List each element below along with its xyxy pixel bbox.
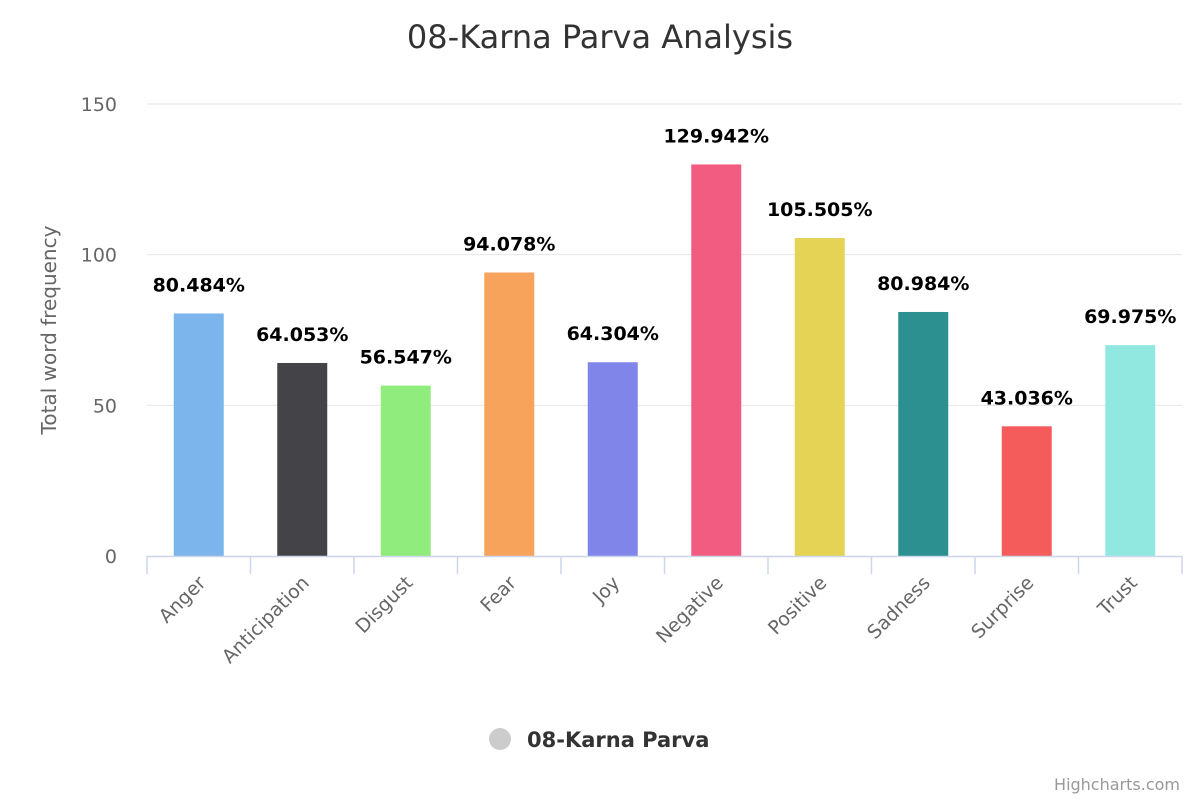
grid-lines [147, 103, 1182, 406]
bar-sadness[interactable] [898, 311, 949, 556]
bar-negative[interactable] [691, 164, 742, 556]
x-tick-label-trust: Trust [1093, 572, 1142, 621]
data-label-joy: 64.304% [567, 323, 659, 345]
data-label-trust: 69.975% [1084, 306, 1176, 328]
data-label-anticipation: 64.053% [256, 324, 348, 346]
x-tick-label-fear: Fear [476, 572, 521, 617]
data-label-sadness: 80.984% [877, 273, 969, 295]
x-tick-label-anger: Anger [155, 572, 211, 628]
bar-fear[interactable] [484, 272, 535, 556]
bar-anticipation[interactable] [277, 362, 328, 556]
data-label-surprise: 43.036% [981, 387, 1073, 409]
bar-trust[interactable] [1105, 345, 1156, 556]
bar-joy[interactable] [587, 362, 638, 556]
x-axis-ticks: Anger Anticipation Disgust Fear Joy Negative P… [155, 572, 1142, 668]
y-axis-ticks: 0 50 100 150 [81, 94, 117, 568]
x-tick-label-negative: Negative [652, 572, 728, 648]
data-label-disgust: 56.547% [360, 347, 452, 369]
legend-item-label[interactable]: 08-Karna Parva [527, 728, 709, 752]
data-label-anger: 80.484% [153, 274, 245, 296]
bar-disgust[interactable] [380, 385, 431, 556]
bar-surprise[interactable] [1001, 426, 1052, 556]
y-tick-label: 150 [81, 94, 117, 116]
y-tick-label: 0 [105, 546, 117, 568]
x-tick-label-anticipation: Anticipation [218, 572, 314, 668]
data-label-negative: 129.942% [663, 125, 769, 147]
credits-link[interactable]: Highcharts.com [1054, 775, 1180, 794]
bar-anger[interactable] [173, 313, 224, 556]
x-tick-label-sadness: Sadness [863, 572, 935, 644]
bars [173, 164, 1156, 557]
x-axis [146, 555, 1183, 574]
data-label-positive: 105.505% [767, 199, 873, 221]
data-label-fear: 94.078% [463, 234, 555, 256]
chart-title: 08-Karna Parva Analysis [407, 18, 793, 56]
legend-symbol[interactable] [489, 728, 511, 750]
x-tick-label-positive: Positive [764, 572, 831, 639]
y-tick-label: 100 [81, 245, 117, 267]
bar-positive[interactable] [794, 238, 845, 557]
y-axis-label: Total word frequency [37, 225, 61, 435]
y-tick-label: 50 [93, 395, 117, 417]
data-labels: 80.484% 64.053% 56.547% 94.078% 64.304% 129.9… [153, 125, 1177, 409]
x-tick-label-surprise: Surprise [967, 572, 1038, 643]
x-tick-label-joy: Joy [588, 572, 624, 608]
legend[interactable]: 08-Karna Parva [489, 728, 709, 752]
x-tick-label-disgust: Disgust [351, 572, 417, 638]
